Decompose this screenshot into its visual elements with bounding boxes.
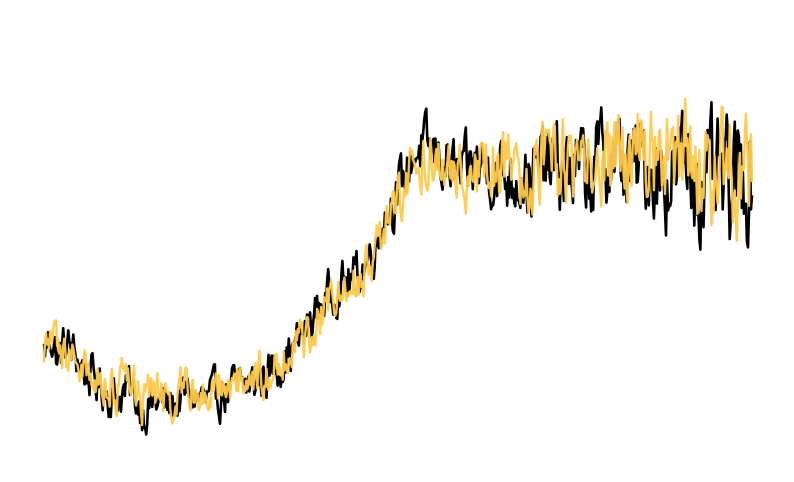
series-2-point-18 [291, 347, 292, 348]
series-2-point-30 [422, 155, 423, 156]
series-2-point-19 [305, 339, 306, 340]
series-2-point-33 [461, 176, 462, 177]
series-1-point-42 [589, 176, 590, 177]
series-2-point-27 [397, 205, 398, 206]
series-2-point-31 [433, 159, 434, 160]
series-2-point-48 [674, 167, 675, 168]
series-line-2 [42, 97, 754, 427]
series-2-point-49 [688, 155, 689, 156]
series-2-point-40 [560, 163, 561, 164]
series-2-point-34 [475, 163, 476, 164]
series-2-point-7 [114, 389, 115, 390]
series-2-point-3 [65, 347, 66, 348]
series-2-point-11 [171, 397, 172, 398]
series-2-point-25 [383, 230, 384, 231]
series-2-point-13 [206, 389, 207, 390]
series-1-point-21 [334, 289, 335, 290]
series-layer [42, 97, 754, 436]
series-2-point-5 [86, 368, 87, 369]
series-2-point-51 [716, 163, 717, 164]
series-1-point-25 [383, 213, 384, 214]
series-2-point-16 [263, 368, 264, 369]
series-2-point-8 [128, 385, 129, 386]
series-1-point-44 [617, 159, 618, 160]
series-2-point-32 [447, 172, 448, 173]
series-2-point-4 [75, 360, 76, 361]
series-2-point-0 [43, 347, 44, 348]
series-2-point-42 [589, 163, 590, 164]
series-2-point-52 [730, 172, 731, 173]
series-1-point-24 [376, 243, 377, 244]
series-2-point-14 [228, 385, 229, 386]
series-2-point-54 [751, 167, 752, 168]
series-1-point-10 [157, 401, 158, 402]
series-2-point-10 [157, 393, 158, 394]
series-2-point-50 [702, 159, 703, 160]
series-2-point-38 [532, 172, 533, 173]
series-2-point-36 [504, 167, 505, 168]
series-2-point-2 [58, 355, 59, 356]
series-2-point-21 [334, 297, 335, 298]
series-2-point-17 [277, 360, 278, 361]
series-2-point-9 [143, 401, 144, 402]
series-2-point-1 [51, 339, 52, 340]
series-1-point-16 [263, 376, 264, 377]
series-2-point-26 [390, 213, 391, 214]
series-1-point-31 [433, 155, 434, 156]
series-2-point-6 [100, 381, 101, 382]
series-2-point-12 [185, 393, 186, 394]
series-2-point-53 [741, 159, 742, 160]
series-1-point-23 [362, 268, 363, 269]
series-1-point-22 [348, 280, 349, 281]
series-2-point-39 [546, 167, 547, 168]
series-2-point-41 [574, 172, 575, 173]
series-2-point-44 [617, 155, 618, 156]
series-2-point-43 [603, 159, 604, 160]
series-2-point-29 [412, 172, 413, 173]
series-1-point-2 [58, 360, 59, 361]
series-2-point-23 [362, 272, 363, 273]
series-1-point-39 [546, 163, 547, 164]
series-2-point-46 [645, 155, 646, 156]
series-2-point-35 [489, 172, 490, 173]
series-2-point-15 [249, 376, 250, 377]
series-2-point-20 [320, 314, 321, 315]
series-2-point-22 [348, 289, 349, 290]
series-2-point-37 [518, 176, 519, 177]
series-2-point-24 [376, 251, 377, 252]
series-2-point-45 [631, 163, 632, 164]
series-1-point-35 [489, 167, 490, 168]
series-2-point-47 [659, 159, 660, 160]
series-2-point-28 [405, 188, 406, 189]
